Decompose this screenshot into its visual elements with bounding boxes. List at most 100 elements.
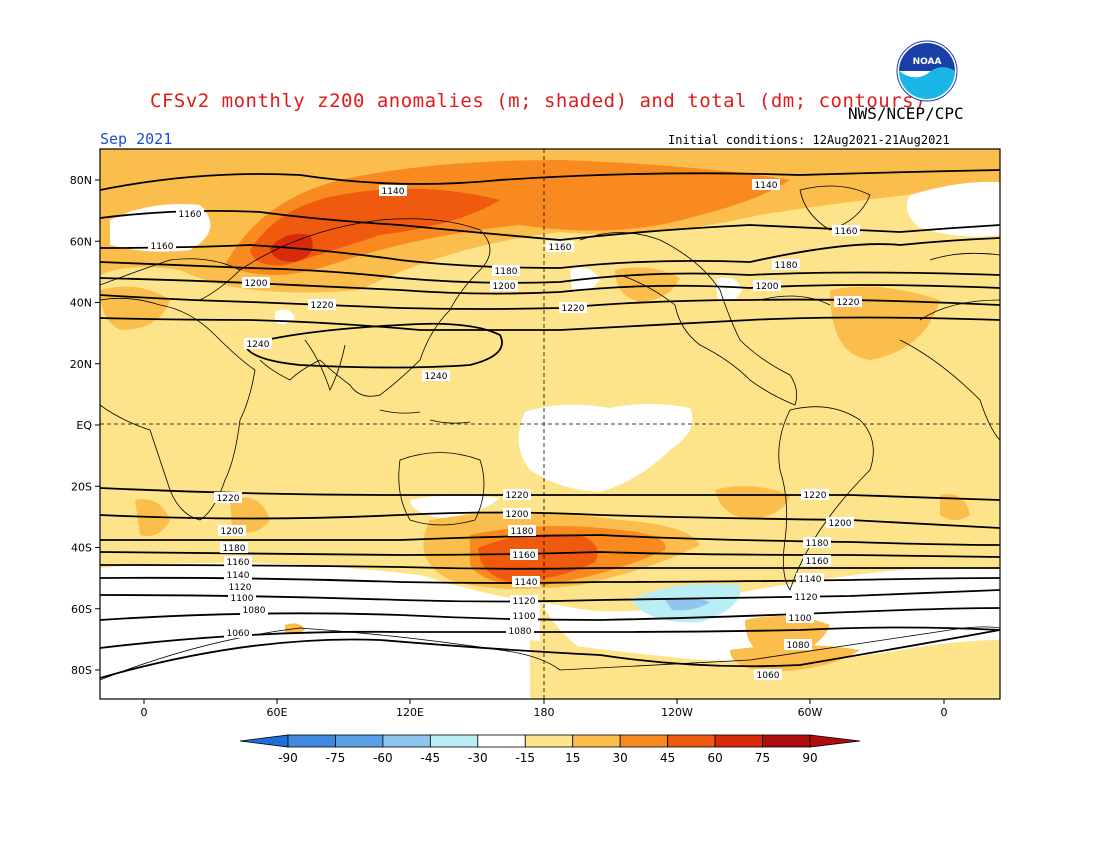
contour-label-bg <box>801 489 829 500</box>
contour-label-bg <box>308 299 336 310</box>
contour-label-bg <box>224 556 252 567</box>
contour-label: 1080 <box>243 606 266 616</box>
contour-label: 1220 <box>506 491 529 501</box>
colorbar-box <box>382 734 431 748</box>
colorbar-tick-label: 15 <box>565 751 580 765</box>
contour-label: 1120 <box>229 583 252 593</box>
contour-label: 1180 <box>806 539 829 549</box>
colorbar-tick-label: -15 <box>515 751 535 765</box>
contour-label: 1220 <box>837 298 860 308</box>
contour-label: 1180 <box>495 267 518 277</box>
contour-label: 1180 <box>511 527 534 537</box>
map-title: CFSv2 monthly z200 anomalies (m; shaded)… <box>150 90 927 112</box>
month-label: Sep 2021 <box>100 130 173 148</box>
lat-tick-label: 20N <box>70 358 92 371</box>
contour-label: 1180 <box>223 544 246 554</box>
contour-label: 1140 <box>382 187 405 197</box>
colorbar-tick-label: -90 <box>278 751 298 765</box>
contour-label-bg <box>379 185 407 196</box>
contour-label-bg <box>508 525 536 536</box>
contour-label-bg <box>214 492 242 503</box>
lon-tick-group: 0 60E 120E 180 120W 60W 0 <box>141 699 948 719</box>
colorbar-box <box>335 734 384 748</box>
contour-label: 1160 <box>835 227 858 237</box>
contour-label-bg <box>503 508 531 519</box>
contour-label-bg <box>512 576 540 587</box>
contour-label-bg <box>754 669 782 680</box>
contour-label-bg <box>176 208 204 219</box>
colorbar-box <box>477 734 526 748</box>
contour-label: 1140 <box>799 575 822 585</box>
contour-label-bg <box>510 610 538 621</box>
contour-label: 1140 <box>227 571 250 581</box>
contour-label-bg <box>834 296 862 307</box>
lat-tick-label: 80S <box>71 664 92 677</box>
contour-label-bg <box>503 489 531 500</box>
contour-label: 1240 <box>247 340 270 350</box>
contour-label-bg <box>792 591 820 602</box>
colorbar-box <box>572 734 621 748</box>
contour-label-bg <box>803 537 831 548</box>
contour-label: 1200 <box>221 527 244 537</box>
colorbar-tick-label: -75 <box>326 751 346 765</box>
noaa-logo: NOAA <box>896 40 958 102</box>
contour-label: 1080 <box>509 627 532 637</box>
colorbar-tick-label: 90 <box>802 751 817 765</box>
contour-label: 1100 <box>513 612 536 622</box>
colorbar-tick-label: 60 <box>707 751 722 765</box>
contour-label: 1240 <box>425 372 448 382</box>
contour-label: 1120 <box>795 593 818 603</box>
colorbar-box <box>714 734 763 748</box>
contour-label: 1160 <box>549 243 572 253</box>
colorbar-tick-label: -30 <box>468 751 488 765</box>
colorbar-arrow-left <box>239 734 289 748</box>
contour-label: 1140 <box>515 578 538 588</box>
contour-label-bg <box>228 592 256 603</box>
contour-label-bg <box>240 604 268 615</box>
colorbar: -90 -75 -60 -45 -30 -15 15 30 45 60 75 90 <box>239 734 861 765</box>
height-contours <box>100 169 1000 679</box>
lat-tick-group: 80N 60N 40N 20N EQ 20S 40S 60S 80S <box>70 174 100 677</box>
contour-label-bg <box>546 241 574 252</box>
lon-tick-label: 120E <box>396 706 424 719</box>
contour-label: 1200 <box>245 279 268 289</box>
org-label: NWS/NCEP/CPC <box>848 104 964 123</box>
contour-label: 1220 <box>804 491 827 501</box>
contour-label-bg <box>148 240 176 251</box>
colorbar-tick-label: 45 <box>660 751 675 765</box>
colorbar-box <box>619 734 669 748</box>
contour-label-bg <box>803 555 831 566</box>
contour-label-bg <box>784 639 812 650</box>
lon-tick-label: 0 <box>141 706 148 719</box>
contour-label: 1080 <box>787 641 810 651</box>
contour-label: 1220 <box>217 494 240 504</box>
contour-label: 1180 <box>775 261 798 271</box>
lon-tick-label: 120W <box>661 706 693 719</box>
lat-tick-label: EQ <box>76 419 92 432</box>
contour-label-bg <box>224 569 252 580</box>
lat-tick-label: 60N <box>70 235 92 248</box>
contour-label: 1140 <box>755 181 778 191</box>
contour-label: 1100 <box>789 614 812 624</box>
contour-label: 1200 <box>756 282 779 292</box>
contour-label-bg <box>422 370 450 381</box>
colorbar-box <box>762 734 811 748</box>
contour-label-bg <box>786 612 814 623</box>
lon-tick-label: 60W <box>798 706 823 719</box>
colorbar-arrow-right <box>809 734 861 748</box>
contour-label: 1160 <box>513 551 536 561</box>
contour-label-bg <box>244 338 272 349</box>
contour-label-bg <box>832 225 860 236</box>
colorbar-box <box>524 734 574 748</box>
colorbar-tick-label: -45 <box>421 751 441 765</box>
lat-tick-label: 60S <box>71 603 92 616</box>
contour-label-bg <box>506 625 534 636</box>
contour-label-bg <box>490 280 518 291</box>
contour-label-bg <box>224 627 252 638</box>
contour-label: 1200 <box>829 519 852 529</box>
contour-label: 1060 <box>227 629 250 639</box>
contour-label: 1200 <box>493 282 516 292</box>
lat-tick-label: 40S <box>71 542 92 555</box>
